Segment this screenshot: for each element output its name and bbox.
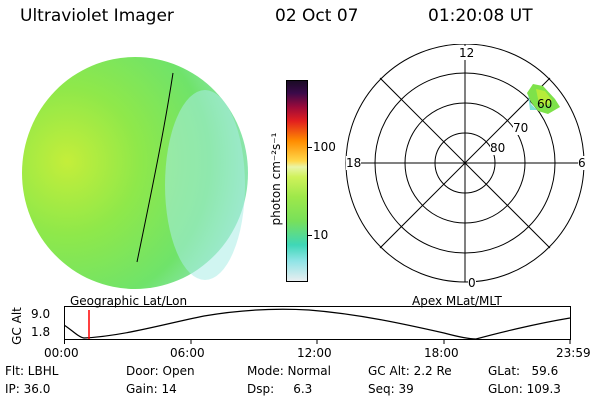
aurora-patch-edge — [528, 94, 537, 110]
xtick-label-1800: 18:00 — [424, 346, 459, 360]
colorbar-tick-10 — [307, 235, 312, 236]
altitude-ytick-9: 9.0 — [31, 307, 51, 321]
colorbar-label-10: 10 — [313, 228, 329, 242]
mlt-label-18: 18 — [346, 156, 362, 170]
xtick-label-0600: 06:00 — [170, 346, 205, 360]
altitude-frame — [64, 306, 571, 340]
status-seq: Seq: 39 — [368, 382, 414, 396]
xtick-label-2359: 23:59 — [556, 346, 591, 360]
geographic-label: Geographic Lat/Lon — [70, 294, 188, 308]
colorbar-label-100: 100 — [313, 140, 336, 154]
xtick-label-0000: 00:00 — [44, 346, 79, 360]
aurora-patch-core — [536, 89, 552, 106]
altitude-ylabel: GC Alt — [10, 307, 24, 345]
status-mode: Mode: Normal — [247, 364, 331, 378]
lat-label-80: 80 — [490, 141, 506, 155]
mlt-label-0: 0 — [468, 276, 476, 290]
altitude-ytick-1.8: 1.8 — [31, 325, 51, 339]
status-gc-alt: GC Alt: 2.2 Re — [368, 364, 452, 378]
polar-diagonal-2 — [379, 77, 551, 249]
colorbar-unit: photon cm⁻²s⁻¹ — [269, 132, 283, 226]
polar-plot — [345, 44, 585, 283]
colorbar — [286, 80, 308, 282]
mlt-label-12: 12 — [459, 46, 475, 60]
disk-edge-glow — [165, 90, 245, 280]
status-glon: GLon: 109.3 — [488, 382, 561, 396]
lat-label-70: 70 — [513, 121, 529, 135]
status-glat: GLat: 59.6 — [488, 364, 559, 378]
instrument-title: Ultraviolet Imager — [20, 6, 174, 26]
status-door: Door: Open — [126, 364, 195, 378]
lat-label-60: 60 — [537, 97, 553, 111]
status-flt: Flt: LBHL — [5, 364, 59, 378]
terminator-line — [136, 72, 174, 263]
mlt-label-6: 6 — [578, 156, 586, 170]
altitude-plot — [64, 306, 571, 344]
status-dsp: Dsp: 6.3 — [247, 382, 313, 396]
xtick-label-1200: 12:00 — [297, 346, 332, 360]
status-ip: IP: 36.0 — [5, 382, 51, 396]
geographic-image — [22, 57, 248, 289]
colorbar-tick-100 — [307, 147, 312, 148]
status-gain: Gain: 14 — [126, 382, 177, 396]
apex-label: Apex MLat/MLT — [412, 294, 502, 308]
altitude-curve — [64, 308, 571, 340]
time-label: 01:20:08 UT — [428, 6, 533, 26]
date-label: 02 Oct 07 — [275, 6, 359, 26]
